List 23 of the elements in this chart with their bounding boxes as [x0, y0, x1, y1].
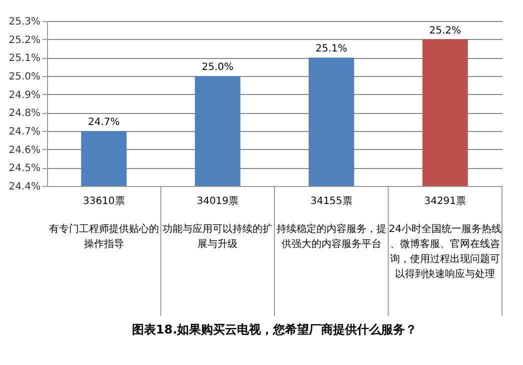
x-tick-label: 持续稳定的内容服务，提供强大的内容服务平台 [276, 223, 386, 250]
y-tick-label: 25.0% [8, 72, 40, 82]
text: 图表18.如果购买云电视，您希望厂商提供什么服务？ [132, 322, 418, 336]
y-tick-label: 25.2% [8, 34, 40, 46]
x-tick-label: 24小时全国统一服务热线、微博客服、官网在线咨询，使用过程出现问题可以得到快速响应与处理 [388, 223, 502, 280]
text: 34019票 [196, 196, 239, 207]
text: 34155票 [310, 196, 352, 207]
y-tick-label: 25.3% [8, 16, 40, 28]
y-tick-label: 24.7% [8, 126, 40, 138]
y-tick-label: 25.1% [8, 53, 40, 64]
x-tick-label: 有专门工程师提供贴心的操作指导 [48, 223, 159, 250]
data-label: 25.1% [315, 44, 348, 55]
text: 34291票 [424, 196, 466, 207]
x-tick-label: 功能与应用可以持续的扩展与升级 [162, 223, 273, 250]
y-tick-label: 24.9% [8, 90, 40, 101]
y-tick-label: 24.6% [8, 144, 40, 156]
data-label: 25.2% [429, 25, 462, 36]
y-tick-label: 24.8% [8, 108, 40, 120]
text: 33610票 [82, 196, 125, 207]
y-tick-label: 24.5% [8, 163, 40, 174]
data-label: 24.7% [88, 117, 120, 128]
y-tick-label: 24.4% [8, 182, 40, 192]
data-label: 25.0% [202, 62, 234, 73]
